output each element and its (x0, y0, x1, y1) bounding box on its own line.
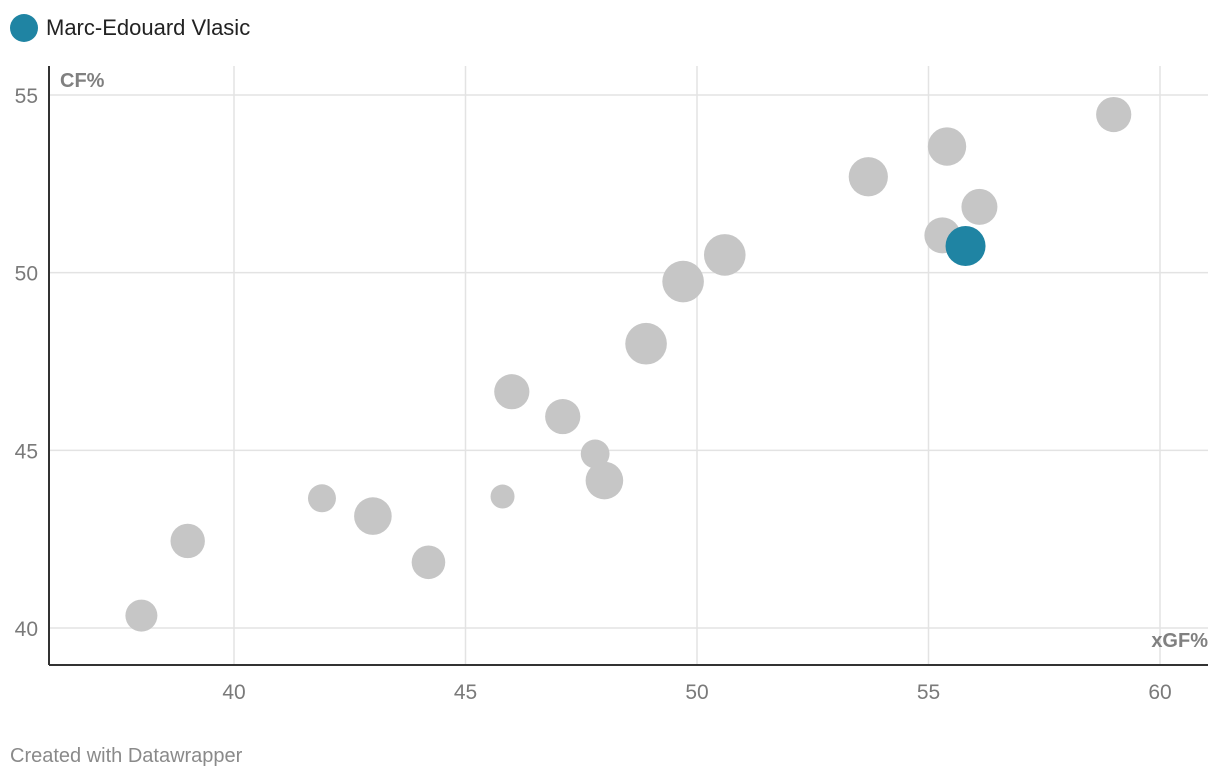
highlight-data-point (945, 226, 986, 267)
data-point (411, 545, 446, 580)
data-point (545, 398, 581, 435)
data-point (1096, 96, 1132, 133)
x-tick-label: 50 (685, 681, 708, 704)
y-tick-label: 55 (15, 85, 38, 108)
data-point (585, 461, 624, 500)
data-point (580, 439, 610, 469)
data-point (494, 374, 530, 410)
data-point (490, 484, 515, 509)
data-point (625, 322, 667, 365)
data-point (961, 188, 998, 225)
x-tick-label: 45 (454, 681, 477, 704)
legend-label: Marc-Edouard Vlasic (46, 15, 251, 40)
x-tick-label: 60 (1148, 681, 1171, 704)
data-point (354, 497, 392, 535)
data-point (848, 157, 888, 197)
x-tick-label: 55 (917, 681, 940, 704)
y-axis-title: CF% (60, 70, 105, 92)
y-tick-label: 50 (15, 263, 38, 286)
data-point (170, 523, 205, 559)
y-tick-label: 45 (15, 440, 38, 463)
footer-credit: Created with Datawrapper (10, 745, 243, 767)
data-point (125, 599, 158, 632)
legend: Marc-Edouard Vlasic (10, 13, 250, 43)
data-point (927, 127, 967, 166)
x-tick-label: 40 (222, 681, 245, 704)
x-axis-title: xGF% (1151, 630, 1208, 652)
legend-swatch (10, 14, 38, 42)
y-tick-label: 40 (15, 618, 38, 641)
data-point (307, 484, 336, 513)
data-point (703, 234, 746, 276)
data-point (662, 260, 704, 303)
